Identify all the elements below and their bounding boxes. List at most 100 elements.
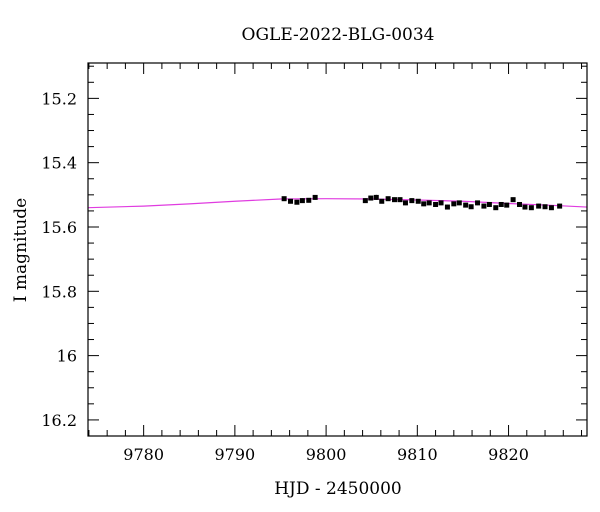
ticks-layer xyxy=(88,63,587,437)
data-marker xyxy=(368,195,374,201)
y-tick-label: 15.6 xyxy=(41,218,77,237)
data-point xyxy=(379,198,385,204)
data-point xyxy=(504,202,510,208)
data-marker xyxy=(456,200,462,206)
data-point xyxy=(373,194,379,200)
data-marker xyxy=(557,203,563,209)
data-marker xyxy=(493,205,499,211)
data-marker xyxy=(306,197,312,203)
data-point xyxy=(312,194,318,200)
data-point xyxy=(362,198,368,204)
data-point xyxy=(281,196,287,202)
chart-title: OGLE-2022-BLG-0034 xyxy=(242,25,435,45)
data-point xyxy=(385,196,391,202)
data-marker xyxy=(463,202,469,208)
data-point xyxy=(426,200,432,206)
data-marker xyxy=(421,201,427,207)
data-marker xyxy=(542,204,548,210)
data-marker xyxy=(288,198,294,204)
y-tick-label: 15.2 xyxy=(41,89,77,108)
data-marker xyxy=(444,204,450,210)
data-point xyxy=(438,200,444,206)
x-tick-label: 9780 xyxy=(123,445,164,464)
data-point xyxy=(421,201,427,207)
data-point xyxy=(299,198,305,204)
data-point xyxy=(451,201,457,207)
data-point xyxy=(444,204,450,210)
data-marker xyxy=(299,198,305,204)
data-point xyxy=(475,200,481,206)
data-marker xyxy=(438,200,444,206)
data-point xyxy=(294,199,300,205)
plot-area xyxy=(87,194,588,211)
data-point xyxy=(510,197,516,203)
data-point xyxy=(516,201,522,207)
x-axis-label: HJD - 2450000 xyxy=(274,479,402,499)
data-point xyxy=(528,205,534,211)
y-axis-label: I magnitude xyxy=(11,198,31,302)
data-point xyxy=(433,201,439,207)
data-point xyxy=(415,198,421,204)
y-tick-label: 15.4 xyxy=(41,154,77,173)
data-marker xyxy=(481,203,487,209)
data-point xyxy=(542,204,548,210)
data-point xyxy=(368,195,374,201)
data-marker xyxy=(379,198,385,204)
data-points-layer xyxy=(281,194,563,211)
data-point xyxy=(522,204,528,210)
model-curve xyxy=(87,198,588,209)
data-point xyxy=(463,202,469,208)
x-tick-label: 9790 xyxy=(215,445,256,464)
data-point xyxy=(486,201,492,207)
data-marker xyxy=(536,203,542,209)
data-marker xyxy=(402,200,408,206)
data-point xyxy=(468,204,474,210)
data-marker xyxy=(433,201,439,207)
data-marker xyxy=(312,194,318,200)
y-tick-label: 15.8 xyxy=(41,282,77,301)
x-tick-label: 9800 xyxy=(306,445,347,464)
data-marker xyxy=(486,201,492,207)
data-marker xyxy=(409,198,415,204)
data-marker xyxy=(426,200,432,206)
data-marker xyxy=(451,201,457,207)
data-point xyxy=(536,203,542,209)
data-point xyxy=(397,197,403,203)
data-marker xyxy=(468,204,474,210)
data-point xyxy=(557,203,563,209)
data-point xyxy=(456,200,462,206)
data-point xyxy=(498,201,504,207)
data-marker xyxy=(362,198,368,204)
data-marker xyxy=(373,194,379,200)
data-marker xyxy=(281,196,287,202)
x-tick-label: 9820 xyxy=(488,445,529,464)
data-marker xyxy=(475,200,481,206)
data-marker xyxy=(498,201,504,207)
y-tick-labels: 15.2 15.4 15.6 15.8 16 16.2 xyxy=(41,89,77,430)
data-point xyxy=(493,205,499,211)
data-marker xyxy=(516,201,522,207)
x-tick-label: 9810 xyxy=(397,445,438,464)
data-marker xyxy=(510,197,516,203)
data-marker xyxy=(548,205,554,211)
y-tick-label: 16.2 xyxy=(41,411,77,430)
data-marker xyxy=(397,197,403,203)
data-marker xyxy=(522,204,528,210)
data-marker xyxy=(385,196,391,202)
data-point xyxy=(409,198,415,204)
y-tick-label: 16 xyxy=(57,347,77,366)
data-point xyxy=(306,197,312,203)
model-curve-layer xyxy=(87,198,588,209)
data-marker xyxy=(415,198,421,204)
data-point xyxy=(288,198,294,204)
data-point xyxy=(402,200,408,206)
data-marker xyxy=(294,199,300,205)
data-point xyxy=(481,203,487,209)
data-marker xyxy=(504,202,510,208)
data-point xyxy=(548,205,554,211)
data-marker xyxy=(528,205,534,211)
data-marker xyxy=(392,197,398,203)
x-tick-labels: 9780 9790 9800 9810 9820 xyxy=(123,445,529,464)
plot-frame xyxy=(87,62,588,437)
